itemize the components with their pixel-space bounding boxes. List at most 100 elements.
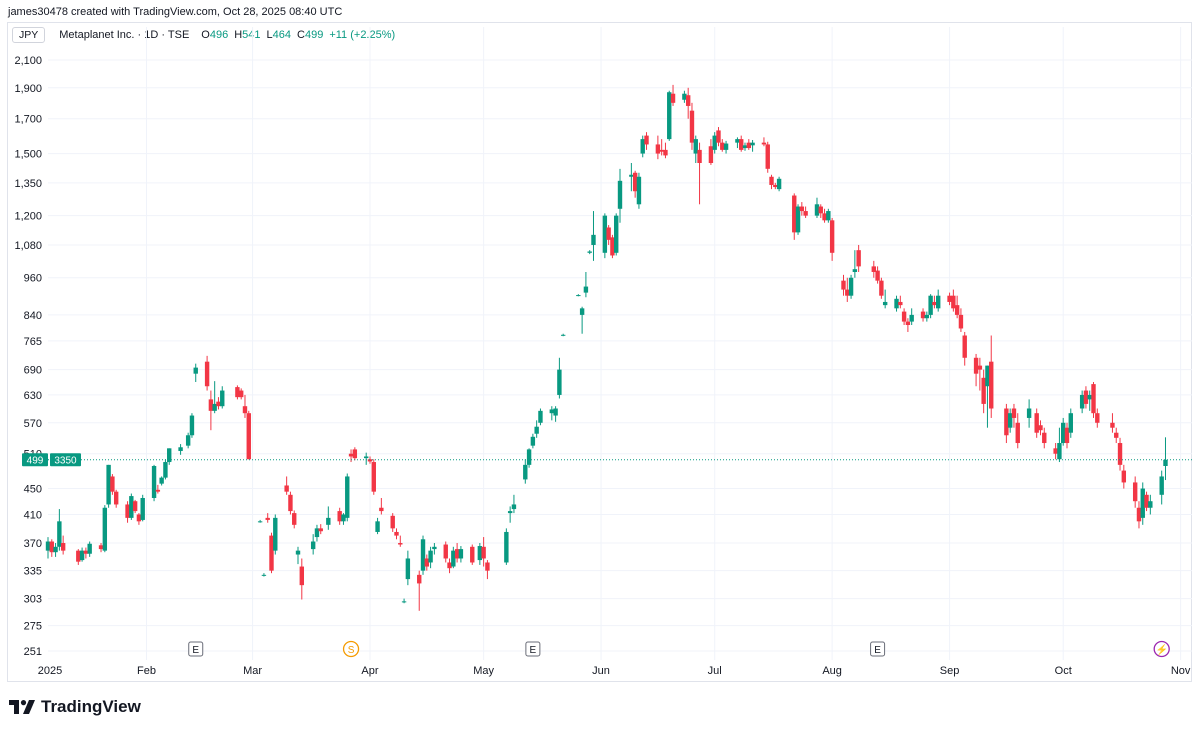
- candle: [829, 217, 835, 261]
- candle: [557, 357, 562, 399]
- candle-body: [390, 515, 395, 529]
- candle: [477, 543, 483, 565]
- candle-body: [136, 514, 142, 522]
- candle-body: [617, 180, 623, 209]
- candle: [947, 292, 952, 306]
- candle-body: [189, 415, 195, 436]
- candle: [163, 459, 168, 480]
- candle-body: [769, 176, 774, 185]
- symbol-title[interactable]: Metaplanet Inc. · 1D · TSE: [59, 29, 190, 41]
- candle: [720, 139, 725, 152]
- candle-body: [246, 413, 251, 460]
- candle: [689, 102, 695, 150]
- event-label: E: [530, 645, 537, 656]
- candle-body: [371, 462, 376, 492]
- candle-body: [1034, 413, 1039, 433]
- candle: [102, 505, 108, 553]
- candle-body: [667, 92, 672, 140]
- candle: [576, 294, 581, 297]
- candle-body: [417, 574, 422, 584]
- candle-body: [947, 295, 952, 302]
- candle: [204, 355, 210, 391]
- candle: [159, 476, 164, 486]
- candle: [295, 546, 301, 565]
- candle: [125, 501, 130, 523]
- change-value: +11 (+2.25%): [329, 29, 396, 41]
- candle: [155, 484, 161, 494]
- candle-body: [420, 539, 426, 571]
- candle-body: [193, 367, 198, 374]
- candles: [45, 84, 1168, 611]
- currency-badge[interactable]: JPY: [12, 27, 46, 43]
- candle-body: [977, 365, 983, 370]
- candle-body: [845, 289, 850, 296]
- candle: [670, 84, 676, 106]
- price-axis[interactable]: 2512753033353704104505105706306907658409…: [14, 55, 42, 658]
- candle-body: [1007, 413, 1013, 428]
- candle-body: [644, 135, 649, 145]
- candle: [1110, 413, 1115, 433]
- candle-body: [905, 321, 911, 326]
- event-marker-splits[interactable]: ⚡: [1153, 640, 1170, 658]
- candle-body: [507, 511, 513, 514]
- candle: [185, 432, 191, 449]
- candle: [288, 491, 293, 515]
- candle: [848, 274, 854, 299]
- tradingview-logo-text: TradingView: [41, 697, 141, 716]
- candle: [636, 172, 642, 209]
- candle-body: [1132, 482, 1138, 502]
- tradingview-logo[interactable]: TradingView: [9, 697, 141, 717]
- candle: [136, 513, 142, 525]
- y-tick-label: 630: [24, 390, 42, 402]
- candle: [49, 539, 54, 557]
- event-marker-earnings[interactable]: E: [525, 641, 541, 657]
- candle: [110, 474, 115, 495]
- candle: [310, 534, 316, 555]
- y-tick-label: 450: [24, 484, 42, 496]
- candle: [76, 549, 81, 565]
- event-marker-dividends[interactable]: S: [342, 640, 360, 658]
- event-marker-earnings[interactable]: E: [188, 641, 204, 657]
- candle: [299, 558, 305, 600]
- candle-body: [49, 541, 54, 553]
- candle: [769, 174, 774, 190]
- candle: [526, 448, 532, 468]
- candle-body: [113, 491, 119, 505]
- event-marker-earnings[interactable]: E: [870, 641, 886, 657]
- candle-body: [795, 206, 801, 233]
- y-tick-label: 1,200: [14, 211, 42, 223]
- candle: [894, 295, 899, 312]
- candle: [511, 494, 517, 514]
- candle: [989, 335, 994, 418]
- low-value: 464: [272, 29, 292, 41]
- candle: [216, 397, 221, 410]
- candle: [852, 250, 858, 278]
- event-label: S: [348, 645, 355, 656]
- candle-body: [1148, 501, 1153, 508]
- candle: [1136, 501, 1142, 529]
- candle-body: [314, 528, 320, 538]
- candle-body: [765, 144, 770, 169]
- candle: [901, 308, 907, 326]
- candle-body: [792, 195, 797, 233]
- candle-body: [57, 521, 62, 547]
- candle-body: [284, 485, 289, 492]
- candle: [905, 318, 911, 332]
- candle: [447, 558, 452, 574]
- time-axis[interactable]: 2025 Feb Mar Apr May Jun Jul Aug Sep Oct Nov: [38, 665, 1191, 677]
- candle: [716, 127, 721, 147]
- candle-body: [1110, 422, 1115, 428]
- candle-body: [1136, 507, 1142, 522]
- candle-body: [579, 308, 585, 315]
- candle: [640, 135, 645, 158]
- candle-body: [1144, 494, 1149, 508]
- candle-body: [220, 390, 225, 407]
- candle-body: [852, 269, 858, 272]
- candle: [432, 543, 437, 555]
- candle: [667, 90, 672, 141]
- candle-body: [1095, 413, 1100, 423]
- countdown-value: 3350: [54, 455, 77, 466]
- candle: [617, 168, 623, 223]
- candle: [735, 137, 740, 149]
